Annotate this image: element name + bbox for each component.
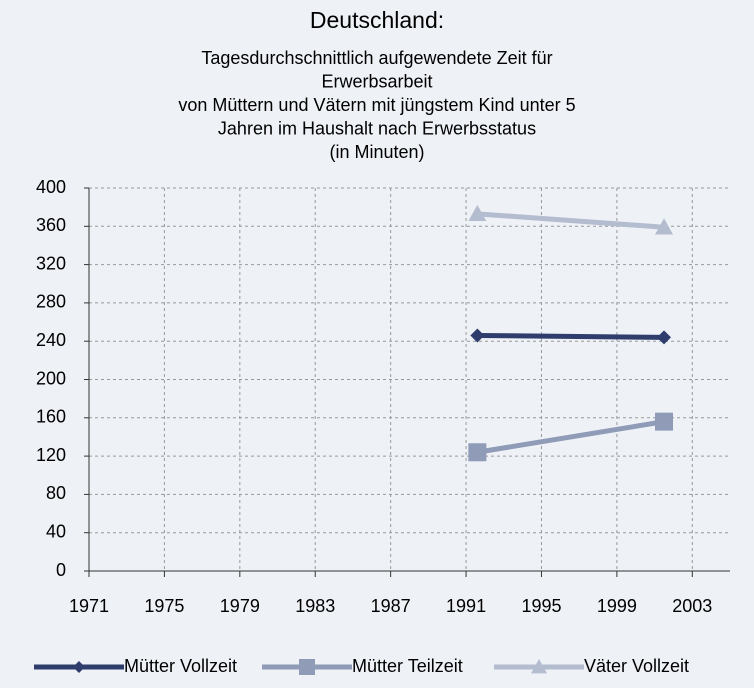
marker [468,443,487,462]
marker [655,412,674,431]
marker [468,204,487,222]
x-tick-label: 1971 [69,596,109,616]
marker [299,659,315,675]
y-tick-label: 280 [36,292,66,312]
x-tick-label: 1987 [371,596,411,616]
y-tick-label: 160 [36,407,66,427]
y-tick-label: 0 [56,560,66,580]
y-tick-label: 360 [36,215,66,235]
chart-subtitle: von Müttern und Vätern mit jüngstem Kind… [178,95,575,115]
series-line [477,332,665,340]
chart-subtitle: Erwerbsarbeit [321,71,432,91]
y-tick-label: 320 [36,253,66,273]
y-tick-label: 80 [46,483,66,503]
x-tick-label: 1991 [446,596,486,616]
series-line [476,419,665,455]
x-tick-label: 1975 [144,596,184,616]
chart-subtitle: Jahren im Haushalt nach Erwerbsstatus [218,118,536,138]
y-tick-label: 200 [36,368,66,388]
chart-title: Deutschland: [310,7,444,33]
marker [470,328,485,343]
y-tick-label: 240 [36,330,66,350]
y-tick-label: 40 [46,521,66,541]
chart-subtitle: Tagesdurchschnittlich aufgewendete Zeit … [201,48,552,68]
x-tick-label: 1999 [597,596,637,616]
y-tick-label: 120 [36,445,66,465]
legend-label: Mütter Teilzeit [352,656,463,676]
y-tick-label: 400 [36,177,66,197]
marker [531,659,547,674]
legend-label: Väter Vollzeit [584,656,689,676]
marker [73,661,85,673]
x-tick-label: 1979 [220,596,260,616]
series-line [477,211,665,230]
x-tick-label: 1995 [521,596,561,616]
marker [655,218,674,235]
chart-subtitle: (in Minuten) [329,142,424,162]
x-tick-label: 1983 [295,596,335,616]
marker [657,330,672,345]
x-tick-label: 2003 [672,596,712,616]
legend-label: Mütter Vollzeit [124,656,237,676]
